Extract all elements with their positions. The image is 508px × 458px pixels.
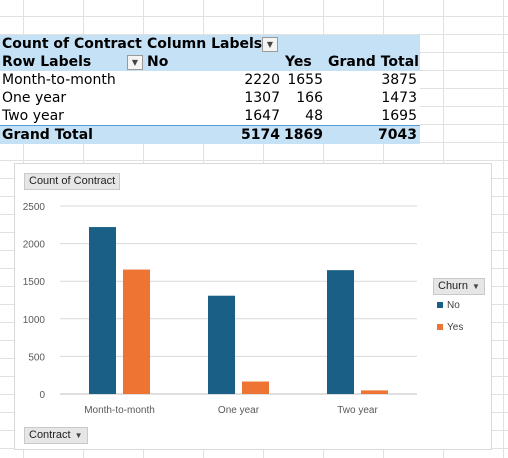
y-tick-label: 2000 — [23, 240, 46, 251]
cell-no: 1647 — [244, 107, 280, 125]
bar-yes[interactable] — [361, 390, 388, 394]
y-tick-label: 1500 — [23, 277, 46, 288]
y-tick-label: 1000 — [23, 315, 46, 326]
column-header-no: No — [147, 53, 168, 71]
column-labels-filter-button[interactable]: ▼ — [262, 37, 278, 52]
cell-yes: 1655 — [287, 71, 323, 89]
table-row[interactable]: One year 1307 166 1473 — [0, 89, 420, 107]
y-tick-label: 0 — [39, 390, 45, 401]
legend-label-yes: Yes — [447, 322, 463, 333]
chevron-down-icon: ▼ — [472, 282, 480, 291]
cell-yes: 48 — [305, 107, 323, 125]
grand-total-yes: 1869 — [284, 126, 323, 144]
row-labels-filter-button[interactable]: ▼ — [127, 55, 143, 70]
legend-swatch-yes — [437, 324, 443, 330]
legend-label-no: No — [447, 300, 460, 311]
row-labels-label: Row Labels — [2, 53, 91, 71]
bar-yes[interactable] — [242, 382, 269, 394]
row-label: Two year — [2, 107, 64, 125]
pivot-table: Count of Contract Column Labels ▼ Row La… — [0, 35, 420, 144]
row-label: Month-to-month — [2, 71, 116, 89]
x-tick-label: Two year — [337, 405, 378, 416]
bar-yes[interactable] — [123, 270, 150, 394]
pivot-header-row: Count of Contract Column Labels ▼ — [0, 35, 420, 53]
cell-total: 1695 — [381, 107, 417, 125]
cell-total: 1473 — [381, 89, 417, 107]
value-field-label: Count of Contract — [2, 35, 142, 53]
cell-total: 3875 — [381, 71, 417, 89]
chart-plot: 0 500 1000 1500 2000 2500 Month-to-month One ye… — [15, 164, 491, 449]
bar-no[interactable] — [89, 227, 116, 394]
grand-total-no: 5174 — [241, 126, 280, 144]
grand-total-label: Grand Total — [2, 126, 93, 144]
x-tick-label: One year — [218, 405, 260, 416]
y-tick-label: 2500 — [23, 202, 46, 213]
bar-no[interactable] — [327, 270, 354, 394]
pivot-subheader-row: Row Labels ▼ No Yes Grand Total — [0, 53, 420, 71]
grand-total-total: 7043 — [378, 126, 417, 144]
x-tick-label: Month-to-month — [84, 405, 155, 416]
column-header-yes: Yes — [285, 53, 312, 71]
grand-total-row[interactable]: Grand Total 5174 1869 7043 — [0, 125, 420, 144]
table-row[interactable]: Month-to-month 2220 1655 3875 — [0, 71, 420, 89]
cell-no: 2220 — [244, 71, 280, 89]
legend-swatch-no — [437, 302, 443, 308]
cell-no: 1307 — [244, 89, 280, 107]
legend-filter-button[interactable]: Churn ▼ — [433, 278, 485, 295]
table-row[interactable]: Two year 1647 48 1695 — [0, 107, 420, 125]
y-tick-label: 500 — [28, 352, 45, 363]
chevron-down-icon: ▼ — [75, 431, 83, 440]
axis-field-label: Contract — [29, 429, 71, 441]
legend-filter-label: Churn — [438, 280, 468, 292]
column-labels-label: Column Labels — [147, 35, 262, 53]
pivot-chart[interactable]: Count of Contract 0 500 1000 1500 2000 2500 Mo… — [14, 163, 492, 450]
row-label: One year — [2, 89, 66, 107]
bar-no[interactable] — [208, 296, 235, 394]
cell-yes: 166 — [296, 89, 323, 107]
column-header-grand-total: Grand Total — [328, 53, 419, 71]
axis-field-button[interactable]: Contract ▼ — [24, 427, 88, 444]
